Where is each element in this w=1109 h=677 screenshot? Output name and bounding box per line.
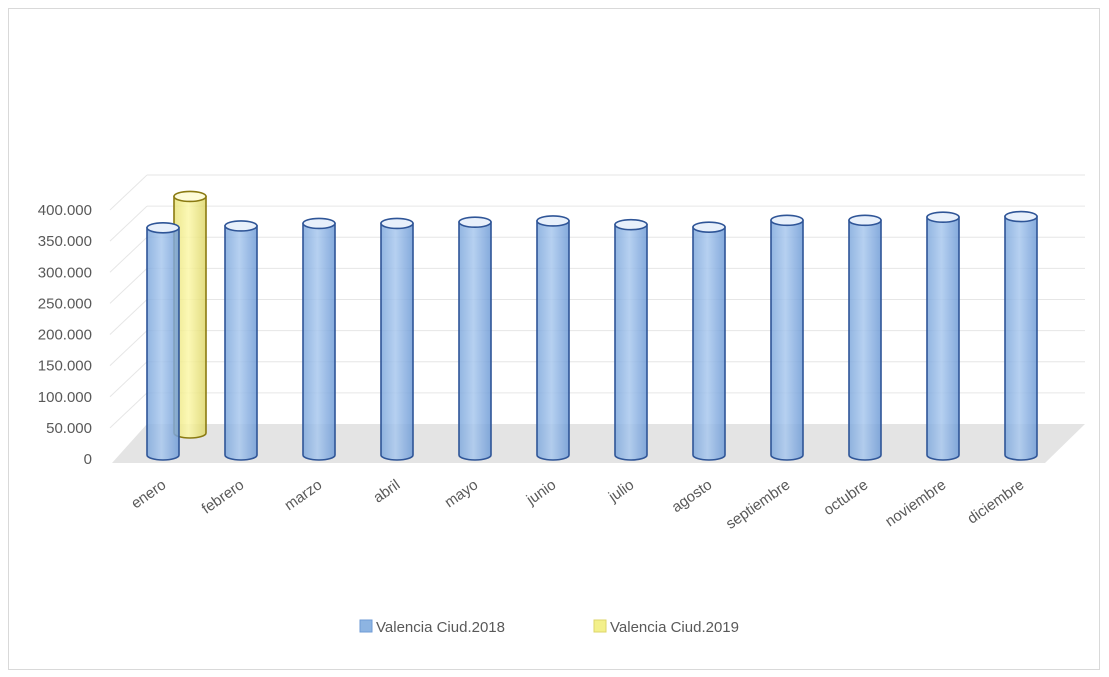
x-tick-label: abril bbox=[370, 476, 403, 506]
y-tick-label: 0 bbox=[84, 451, 92, 468]
bar-2018-diciembre bbox=[1004, 210, 1038, 461]
x-tick-label: noviembre bbox=[882, 476, 949, 530]
legend: Valencia Ciud.2018 Valencia Ciud.2019 bbox=[359, 619, 739, 636]
gridline-side bbox=[109, 361, 148, 398]
x-tick-label: julio bbox=[605, 476, 637, 506]
legend-swatch-2018 bbox=[359, 619, 373, 633]
x-tick-label: febrero bbox=[199, 476, 248, 517]
bar-2018-noviembre bbox=[926, 211, 960, 461]
bar-2018-febrero bbox=[224, 220, 258, 461]
gridline-side bbox=[109, 392, 148, 429]
bar-2018-abril bbox=[380, 217, 414, 461]
legend-label-2019: Valencia Ciud.2019 bbox=[610, 619, 739, 636]
x-tick-label: agosto bbox=[669, 476, 716, 516]
bar-2019-enero bbox=[173, 190, 207, 439]
x-axis-labels: enero febrero marzo abril mayo junio julio agos… bbox=[128, 476, 1027, 532]
y-axis-ticks: 0 50.000 100.000 150.000 200.000 250.000 300.0… bbox=[38, 202, 92, 468]
bar-2018-agosto bbox=[692, 221, 726, 461]
gridline-side bbox=[109, 299, 148, 335]
bar-2018-marzo bbox=[302, 217, 336, 461]
bar-2018-octubre bbox=[848, 214, 882, 461]
bar-2018-enero bbox=[146, 221, 180, 461]
chart-floor bbox=[112, 424, 1085, 463]
series-2019 bbox=[173, 190, 207, 439]
gridline-side bbox=[109, 205, 148, 242]
bar-2018-junio bbox=[536, 215, 570, 461]
legend-swatch-2019 bbox=[593, 619, 607, 633]
gridline-side bbox=[109, 174, 148, 211]
bar-2018-septiembre bbox=[770, 214, 804, 461]
x-tick-label: junio bbox=[523, 476, 560, 509]
y-tick-label: 200.000 bbox=[38, 327, 92, 344]
bar-2018-mayo bbox=[458, 216, 492, 461]
gridline-side bbox=[109, 268, 148, 304]
legend-label-2018: Valencia Ciud.2018 bbox=[376, 619, 505, 636]
x-tick-label: diciembre bbox=[964, 476, 1027, 527]
x-tick-label: marzo bbox=[281, 476, 325, 514]
bar-2018-julio bbox=[614, 218, 648, 461]
y-tick-label: 400.000 bbox=[38, 202, 92, 219]
y-tick-label: 150.000 bbox=[38, 358, 92, 375]
gridline-side bbox=[109, 330, 148, 366]
floor-plane bbox=[112, 424, 1085, 463]
series-2018 bbox=[146, 210, 1038, 461]
y-tick-label: 100.000 bbox=[38, 389, 92, 406]
y-tick-label: 350.000 bbox=[38, 233, 92, 250]
y-tick-label: 250.000 bbox=[38, 295, 92, 312]
gridline-side bbox=[109, 236, 148, 273]
x-tick-label: mayo bbox=[441, 476, 481, 511]
x-tick-label: enero bbox=[128, 476, 169, 512]
y-tick-label: 300.000 bbox=[38, 264, 92, 281]
x-tick-label: octubre bbox=[821, 476, 872, 519]
y-tick-label: 50.000 bbox=[46, 420, 92, 437]
x-tick-label: septiembre bbox=[723, 476, 794, 532]
